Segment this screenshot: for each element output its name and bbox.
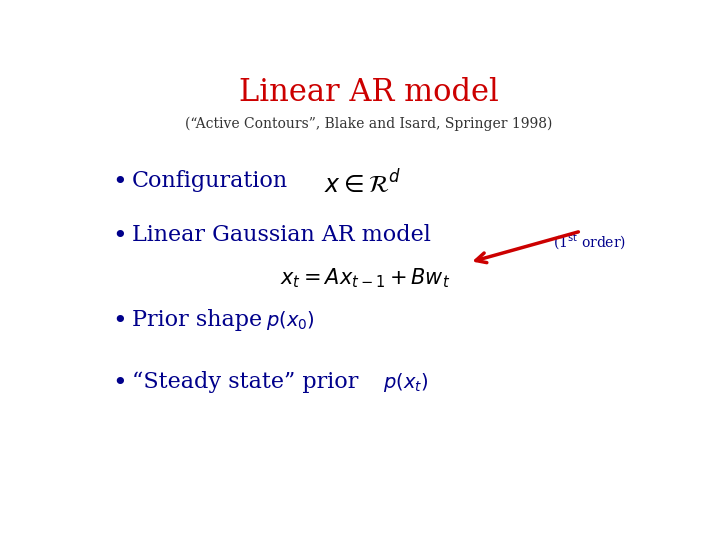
Text: $x \in \mathcal{R}^d$: $x \in \mathcal{R}^d$: [324, 170, 402, 198]
Text: Configuration: Configuration: [132, 170, 288, 192]
Text: •: •: [112, 310, 127, 333]
Text: $p(x_t)$: $p(x_t)$: [383, 371, 428, 394]
Text: (1$^{\rm st}$ order): (1$^{\rm st}$ order): [553, 233, 626, 253]
Text: “Steady state” prior: “Steady state” prior: [132, 371, 372, 393]
Text: Linear AR model: Linear AR model: [239, 77, 499, 109]
Text: Prior shape: Prior shape: [132, 309, 269, 331]
Text: •: •: [112, 225, 127, 248]
Text: $p(x_0)$: $p(x_0)$: [266, 309, 315, 332]
Text: •: •: [112, 373, 127, 395]
Text: $x_t = Ax_{t-1} + Bw_t$: $x_t = Ax_{t-1} + Bw_t$: [280, 266, 450, 290]
Text: •: •: [112, 171, 127, 194]
Text: Linear Gaussian AR model: Linear Gaussian AR model: [132, 224, 431, 246]
Text: (“Active Contours”, Blake and Isard, Springer 1998): (“Active Contours”, Blake and Isard, Spr…: [185, 117, 553, 131]
